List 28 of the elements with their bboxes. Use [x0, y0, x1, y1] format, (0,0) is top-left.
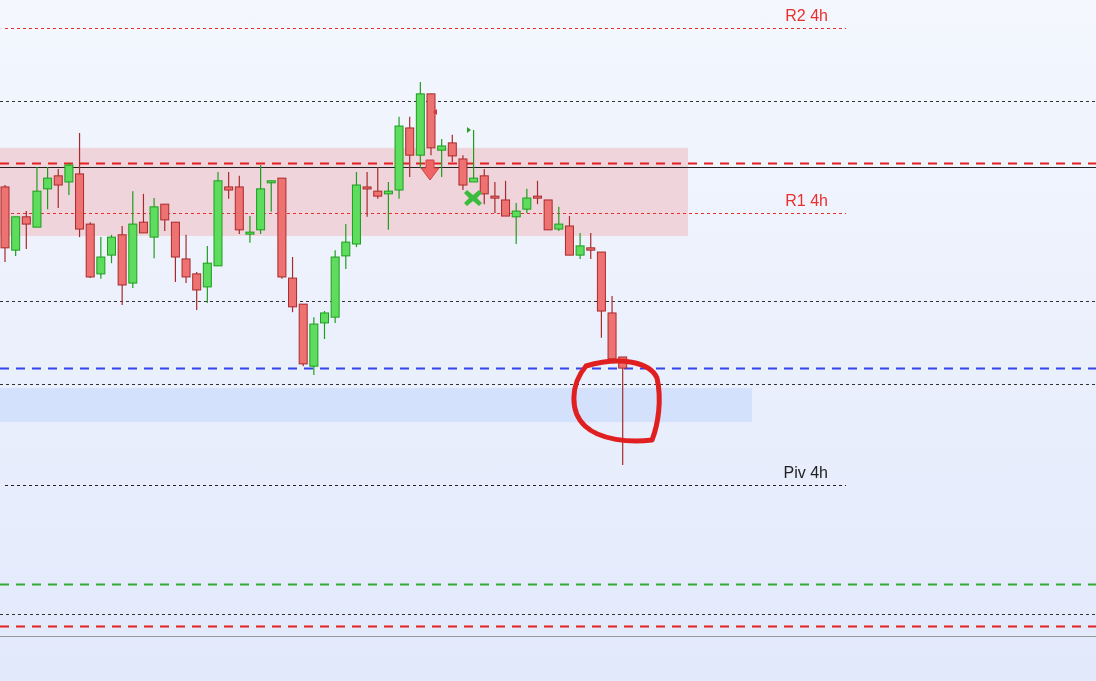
- candlestick: [96, 236, 106, 280]
- candlestick: [575, 232, 585, 260]
- candlestick: [554, 206, 564, 232]
- candlestick: [362, 171, 372, 218]
- candlestick: [469, 129, 479, 183]
- candlestick: [373, 166, 383, 200]
- candlestick: [437, 138, 447, 178]
- candlestick: [245, 215, 255, 244]
- candlestick: [266, 180, 276, 213]
- ref-line-label: Piv 4h: [783, 463, 828, 481]
- candlestick: [479, 168, 489, 205]
- candlestick: [138, 193, 148, 234]
- candlestick: [224, 171, 234, 200]
- candlestick: [447, 134, 457, 163]
- candlestick: [501, 180, 511, 217]
- candlestick: [21, 210, 31, 250]
- candlestick: [490, 181, 500, 214]
- candlestick: [43, 166, 53, 210]
- candlestick: [160, 203, 170, 232]
- candlestick: [533, 180, 542, 205]
- candlestick: [522, 188, 532, 214]
- candlestick: [511, 202, 521, 245]
- candlestick: [64, 162, 74, 196]
- candlestick: [53, 168, 63, 209]
- candlestick: [586, 232, 596, 260]
- candlestick: [107, 234, 116, 264]
- ref-line-label: R2 4h: [785, 6, 828, 24]
- ref-line-label: R1 4h: [785, 191, 828, 209]
